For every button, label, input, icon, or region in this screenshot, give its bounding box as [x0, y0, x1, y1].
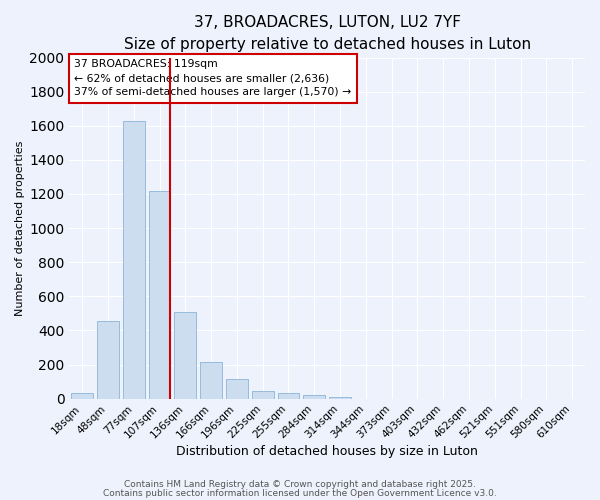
Text: Contains public sector information licensed under the Open Government Licence v3: Contains public sector information licen…: [103, 489, 497, 498]
Bar: [226, 379, 248, 398]
Bar: [252, 391, 274, 398]
Title: 37, BROADACRES, LUTON, LU2 7YF
Size of property relative to detached houses in L: 37, BROADACRES, LUTON, LU2 7YF Size of p…: [124, 15, 531, 52]
Bar: [149, 192, 170, 398]
Bar: [97, 321, 119, 398]
Bar: [329, 397, 351, 398]
X-axis label: Distribution of detached houses by size in Luton: Distribution of detached houses by size …: [176, 444, 478, 458]
Y-axis label: Number of detached properties: Number of detached properties: [15, 140, 25, 316]
Bar: [278, 394, 299, 398]
Bar: [71, 394, 93, 398]
Text: 37 BROADACRES: 119sqm
← 62% of detached houses are smaller (2,636)
37% of semi-d: 37 BROADACRES: 119sqm ← 62% of detached …: [74, 59, 352, 97]
Bar: [303, 395, 325, 398]
Bar: [200, 362, 222, 399]
Bar: [175, 312, 196, 398]
Bar: [123, 122, 145, 398]
Text: Contains HM Land Registry data © Crown copyright and database right 2025.: Contains HM Land Registry data © Crown c…: [124, 480, 476, 489]
